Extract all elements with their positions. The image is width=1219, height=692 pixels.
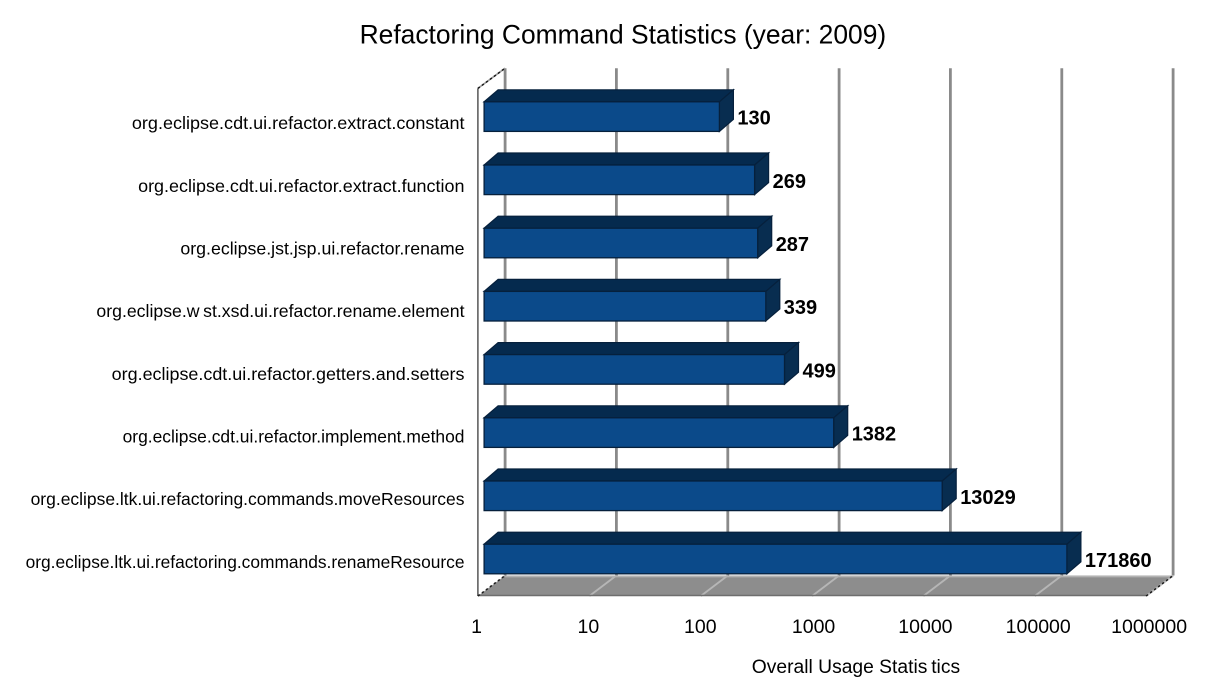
svg-text:10: 10: [578, 616, 600, 638]
svg-text:130: 130: [737, 108, 770, 130]
svg-text:org.eclipse.cdt.ui.refactor.ge: org.eclipse.cdt.ui.refactor.getters.and.…: [112, 364, 465, 384]
svg-text:org.eclipse.ltk.ui.refactoring: org.eclipse.ltk.ui.refactoring.commands.…: [31, 489, 465, 509]
svg-text:org.eclipse.cdt.ui.refactor.ex: org.eclipse.cdt.ui.refactor.extract.func…: [138, 176, 464, 196]
svg-text:1: 1: [471, 616, 482, 638]
svg-text:1000: 1000: [792, 616, 836, 638]
svg-text:1000000: 1000000: [1111, 616, 1187, 638]
svg-text:171860: 171860: [1085, 550, 1152, 572]
svg-text:org.eclipse.jst.jsp.ui.refacto: org.eclipse.jst.jsp.ui.refactor.rename: [180, 239, 464, 259]
svg-text:339: 339: [784, 297, 817, 319]
svg-text:269: 269: [773, 171, 806, 193]
svg-text:499: 499: [803, 360, 836, 382]
svg-text:org.eclipse.ltk.ui.refactoring: org.eclipse.ltk.ui.refactoring.commands.…: [26, 552, 465, 572]
svg-text:Overall Usage Statis tics: Overall Usage Statis tics: [752, 656, 960, 678]
svg-text:287: 287: [776, 234, 809, 256]
svg-text:org.eclipse.cdt.ui.refactor.im: org.eclipse.cdt.ui.refactor.implement.me…: [123, 427, 465, 447]
svg-text:100000: 100000: [1006, 616, 1071, 638]
svg-text:100: 100: [684, 616, 717, 638]
svg-text:13029: 13029: [960, 487, 1016, 509]
svg-text:10000: 10000: [898, 616, 952, 638]
svg-text:Refactoring Command Statistics: Refactoring Command Statistics (year: 20…: [360, 20, 887, 50]
svg-text:org.eclipse.cdt.ui.refactor.ex: org.eclipse.cdt.ui.refactor.extract.cons…: [132, 113, 465, 133]
svg-text:1382: 1382: [852, 424, 897, 446]
svg-text:org.eclipse.w st.xsd.ui.refact: org.eclipse.w st.xsd.ui.refactor.rename.…: [96, 301, 464, 321]
